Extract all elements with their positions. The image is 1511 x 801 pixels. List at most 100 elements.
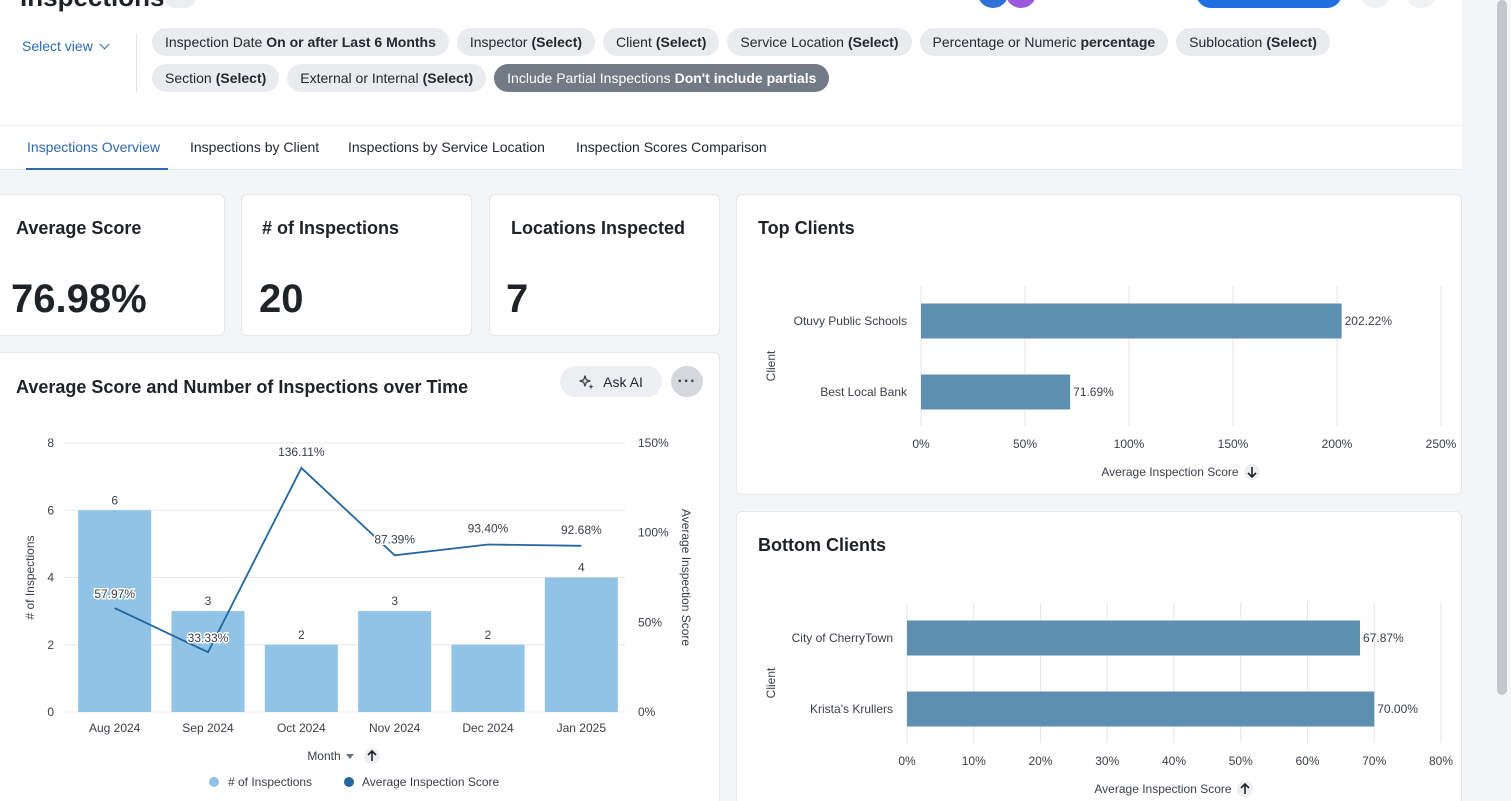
chart-title: Average Score and Number of Inspections … [16,377,469,397]
y-tick-label: City of CherryTown [792,631,893,645]
y-tick-label: Best Local Bank [820,385,908,399]
bar-data-label: 67.87% [1363,631,1404,645]
y-tick-label: Otuvy Public Schools [794,314,907,328]
bottom-clients-chart: 0% 10% 20% 30% 40% 50% 60% 70% 80% 67.87% City of … [764,603,1453,797]
y2-tick-label: 100% [638,526,669,540]
bar-data-label: 70.00% [1377,702,1418,716]
x-tick-label: Nov 2024 [369,721,421,735]
kpi-value: 20 [259,277,304,321]
y-tick-label: 8 [47,436,54,450]
y-tick-label: 6 [47,503,54,517]
y-tick-label: 2 [47,638,54,652]
filter-value: (Select) [655,34,707,50]
tab-inspections-overview[interactable]: Inspections Overview [27,139,161,155]
avatar[interactable] [978,0,1008,8]
primary-action-button[interactable] [1196,0,1342,8]
series-line [114,466,582,654]
combo-chart: 0 2 4 6 8 0% 50% 100% 150% 6 Aug 2024 3 Sep 2024 2 Oct… [23,436,693,789]
avatar[interactable] [1006,0,1036,8]
legend-label: # of Inspections [228,775,312,789]
x-tick-label: 100% [1114,437,1145,451]
kpi-title: # of Inspections [262,218,400,238]
x-tick-label: Dec 2024 [462,721,514,735]
filter-label: Client [616,34,652,50]
select-view-dropdown[interactable]: Select view [22,38,110,54]
y-axis-title: # of Inspections [23,535,37,619]
scrollbar-thumb[interactable] [1497,0,1507,695]
filter-label: Percentage or Numeric [932,34,1077,50]
x-tick-label: 0% [912,437,930,451]
filter-value: (Select) [215,70,267,86]
filter-label: Sublocation [1189,34,1263,50]
line-data-label: 33.33% [188,631,229,645]
tab-inspection-scores-comparison[interactable]: Inspection Scores Comparison [576,139,767,155]
filter-pill[interactable]: Client (Select) [603,28,720,56]
filter-pill[interactable]: Include Partial Inspections Don't include… [494,64,830,92]
tab-inspections-by-client[interactable]: Inspections by Client [190,139,320,155]
x-axis-title: Average Inspection Score [1094,782,1232,796]
filter-pill[interactable]: External or Internal (Select) [287,64,487,92]
chevron-down-icon [346,754,354,759]
bar [921,303,1342,339]
ask-ai-button[interactable]: Ask AI [560,366,662,397]
kpi-value: 7 [506,277,529,321]
filter-label: External or Internal [300,70,419,86]
bar-data-label: 2 [485,628,492,642]
filter-pill[interactable]: Service Location (Select) [727,28,912,56]
bar [358,611,432,712]
tab-bar: Inspections Overview Inspections by Clie… [0,125,1462,170]
ask-ai-label: Ask AI [603,373,643,390]
divider [136,34,137,92]
line-data-label: 57.97% [94,587,135,601]
bar-data-label: 3 [205,594,212,608]
header-icon-button[interactable] [1406,0,1436,8]
legend-swatch [209,777,219,787]
filter-label: Inspection Date [165,34,263,50]
x-tick-label: Aug 2024 [89,721,141,735]
x-tick-label: Sep 2024 [182,721,234,735]
bar [907,620,1361,656]
chart-title: Top Clients [758,218,855,238]
tab-inspections-by-service-location[interactable]: Inspections by Service Location [348,139,545,155]
filter-value: (Select) [422,70,474,86]
bar [544,577,618,712]
y-axis-title: Client [764,667,778,698]
x-tick-label: Jan 2025 [557,721,607,735]
line-data-label: 92.68% [561,523,602,537]
line-data-label: 93.40% [468,522,509,536]
ai-sparkle-icon [579,374,594,389]
filter-label: Include Partial Inspections [507,70,671,86]
filter-pill[interactable]: Section (Select) [152,64,280,92]
kpi-value: 76.98% [11,277,147,321]
more-options-button[interactable]: ··· [671,366,703,397]
x-tick-label: 150% [1218,437,1249,451]
bar-data-label: 3 [391,594,398,608]
filter-pill[interactable]: Sublocation (Select) [1176,28,1330,56]
bar [264,644,338,712]
bar-data-label: 6 [111,493,118,507]
x-axis-title: Average Inspection Score [1101,465,1239,479]
x-tick-label: Oct 2024 [277,721,326,735]
filter-value: (Select) [847,34,899,50]
dashboard-header: Inspections Select view Inspection DateO… [0,0,1462,125]
x-tick-label: 70% [1362,754,1386,768]
x-tick-label: 250% [1426,437,1457,451]
kpi-card-locations: Locations Inspected 7 [489,194,720,336]
filter-pill[interactable]: Inspection Date On or after Last 6 Months [152,28,449,56]
page-title: Inspections [20,0,164,13]
title-menu-button[interactable] [164,0,196,8]
y2-axis-title: Average Inspection Score [679,509,693,647]
filter-pill[interactable]: Percentage or Numeric percentage [919,28,1169,56]
x-tick-label: 10% [962,754,986,768]
y-axis-title: Client [764,350,778,381]
header-icon-button[interactable] [1360,0,1390,8]
bar-data-label: 4 [578,561,585,575]
y-tick-label: Krista's Krullers [810,702,893,716]
filter-value: (Select) [531,34,583,50]
bar [78,510,152,712]
filter-label: Section [165,70,212,86]
top-clients-chart: 0% 50% 100% 150% 200% 250% 202.22% Otuvy Public… [764,286,1457,480]
chart-title: Bottom Clients [758,535,886,555]
kpi-title: Average Score [16,218,142,238]
filter-pill[interactable]: Inspector (Select) [456,28,596,56]
